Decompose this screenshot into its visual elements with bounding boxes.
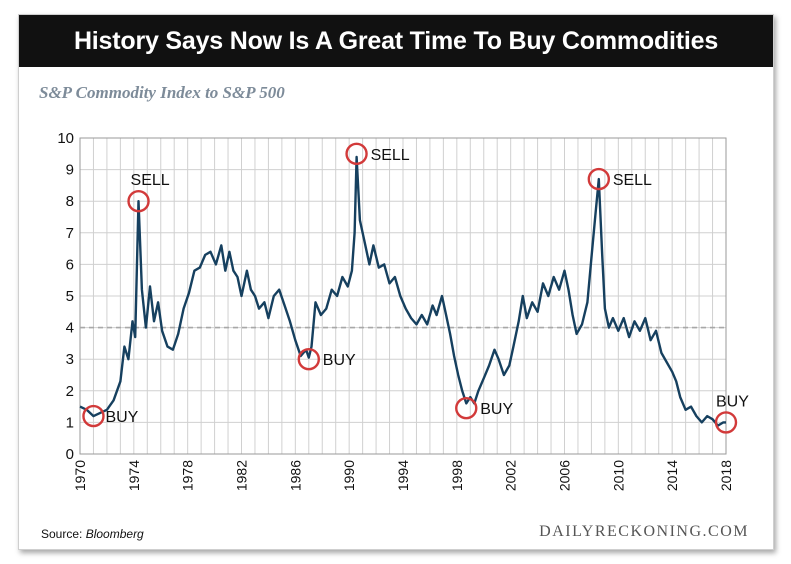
y-tick-label: 7 <box>66 225 74 242</box>
annotation-label: SELL <box>131 172 170 189</box>
annotation-label: SELL <box>613 172 652 189</box>
series-layer <box>79 155 726 427</box>
y-tick-label: 0 <box>66 446 74 463</box>
annotation-marker <box>127 189 150 213</box>
series-line <box>79 155 726 427</box>
y-tick-label: 6 <box>66 256 74 273</box>
axis-layer: 0 1 2 3 4 5 6 7 8 9 10 1970 1974 1978 1982 1986 1990 1994… <box>57 130 734 491</box>
y-tick-label: 1 <box>66 414 74 431</box>
x-tick-label: 1978 <box>180 460 196 491</box>
x-tick-label: 2018 <box>718 460 734 491</box>
chart-subtitle: S&P Commodity Index to S&P 500 <box>39 83 285 102</box>
y-tick-label: 4 <box>66 320 74 337</box>
annotation-label: BUY <box>480 401 513 418</box>
annotation-marker <box>82 404 105 428</box>
x-tick-label: 1990 <box>341 460 357 491</box>
x-tick-label: 1998 <box>449 460 465 491</box>
x-tick-label: 1994 <box>395 460 411 491</box>
y-tick-label: 9 <box>66 162 74 179</box>
annotation-label: BUY <box>105 409 138 426</box>
annotation-label: BUY <box>716 393 749 410</box>
annotation-marker <box>345 142 368 166</box>
y-tick-label: 3 <box>66 351 74 368</box>
y-tick-label: 5 <box>66 288 74 305</box>
x-tick-label: 1974 <box>126 460 142 491</box>
source-note: Source: Bloomberg <box>41 527 144 541</box>
source-label: Source: <box>41 527 83 541</box>
grid-layer <box>79 137 727 455</box>
y-tick-label: 10 <box>57 130 74 147</box>
annotation-marker <box>714 411 738 434</box>
annotation-marker <box>297 348 320 371</box>
x-tick-label: 2002 <box>503 460 519 491</box>
x-tick-label: 2006 <box>557 460 573 491</box>
annotation-label: SELL <box>371 147 410 164</box>
source-name: Bloomberg <box>85 527 144 541</box>
x-tick-label: 1982 <box>234 460 250 491</box>
x-tick-label: 2010 <box>610 460 626 491</box>
annotation-marker <box>455 396 478 420</box>
annotation-marker <box>587 167 611 191</box>
x-tick-label: 1970 <box>72 460 88 491</box>
y-tick-label: 2 <box>66 383 74 400</box>
x-tick-label: 1986 <box>287 460 303 491</box>
chart-title: History Says Now Is A Great Time To Buy … <box>19 15 773 67</box>
y-tick-label: 8 <box>66 193 74 210</box>
plot-frame <box>79 137 727 455</box>
x-tick-label: 2014 <box>664 460 680 491</box>
annotation-layer: BUY SELL BUY SELL BUY SELL BUY <box>82 142 749 434</box>
annotation-label: BUY <box>323 352 356 369</box>
brand-watermark: DAILYRECKONING.COM <box>539 523 749 540</box>
chart-card: History Says Now Is A Great Time To Buy … <box>18 14 774 550</box>
